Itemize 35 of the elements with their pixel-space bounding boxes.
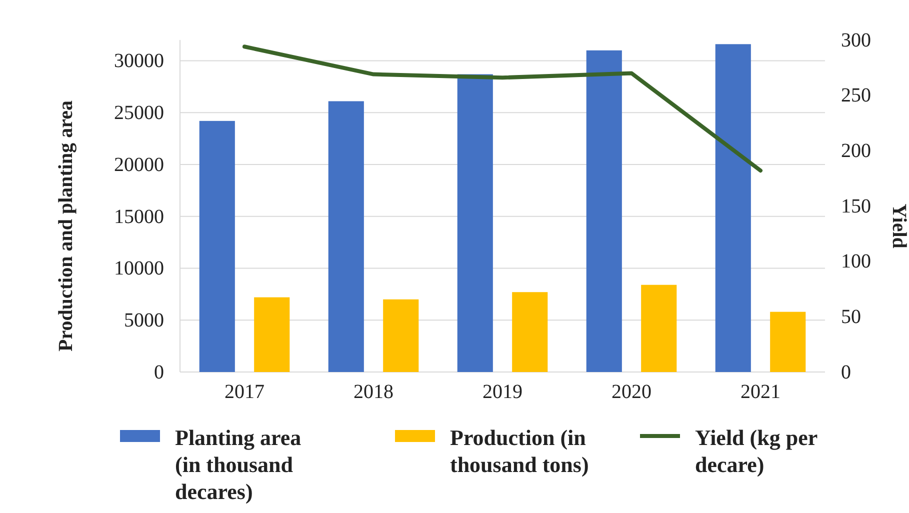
y2-tick-label: 50: [841, 306, 861, 328]
legend-label: Yield (kg per decare): [695, 425, 818, 477]
y2-tick-label: 300: [841, 29, 871, 52]
bar: [512, 292, 548, 372]
y2-tick-label: 150: [841, 195, 871, 218]
bar: [641, 284, 677, 372]
y-tick-label: 30000: [114, 50, 164, 72]
bar: [199, 120, 235, 372]
line-series: [242, 44, 762, 173]
legend-label: Production (in thousand tons): [450, 425, 589, 477]
x-tick-label: 2017: [224, 381, 264, 404]
y-tick-label: 25000: [114, 102, 164, 124]
x-tick-label: 2021: [740, 381, 780, 404]
y-tick-label: 5000: [124, 310, 164, 332]
bar: [328, 101, 364, 372]
y2-tick-label: 200: [841, 140, 871, 162]
x-tick-label: 2020: [612, 381, 652, 404]
legend-label: Planting area (in thousand decares): [175, 425, 302, 504]
y-tick-label: 0: [154, 361, 164, 384]
y2-tick-label: 0: [841, 361, 851, 384]
y2-tick-label: 250: [841, 84, 871, 107]
y2-axis-title: Yield: [888, 204, 909, 248]
bar: [457, 74, 493, 372]
y-tick-label: 20000: [114, 154, 164, 176]
bar: [254, 297, 290, 372]
bar: [715, 44, 751, 372]
bar: [383, 299, 419, 372]
y-axis-title: Production and planting area: [55, 100, 77, 352]
y-tick-label: 15000: [114, 206, 164, 228]
bar: [586, 50, 622, 372]
bar: [770, 312, 806, 372]
y2-tick-label: 100: [841, 250, 871, 273]
y-tick-label: 10000: [114, 258, 164, 280]
x-tick-label: 2019: [482, 381, 522, 404]
x-tick-label: 2018: [354, 381, 394, 404]
